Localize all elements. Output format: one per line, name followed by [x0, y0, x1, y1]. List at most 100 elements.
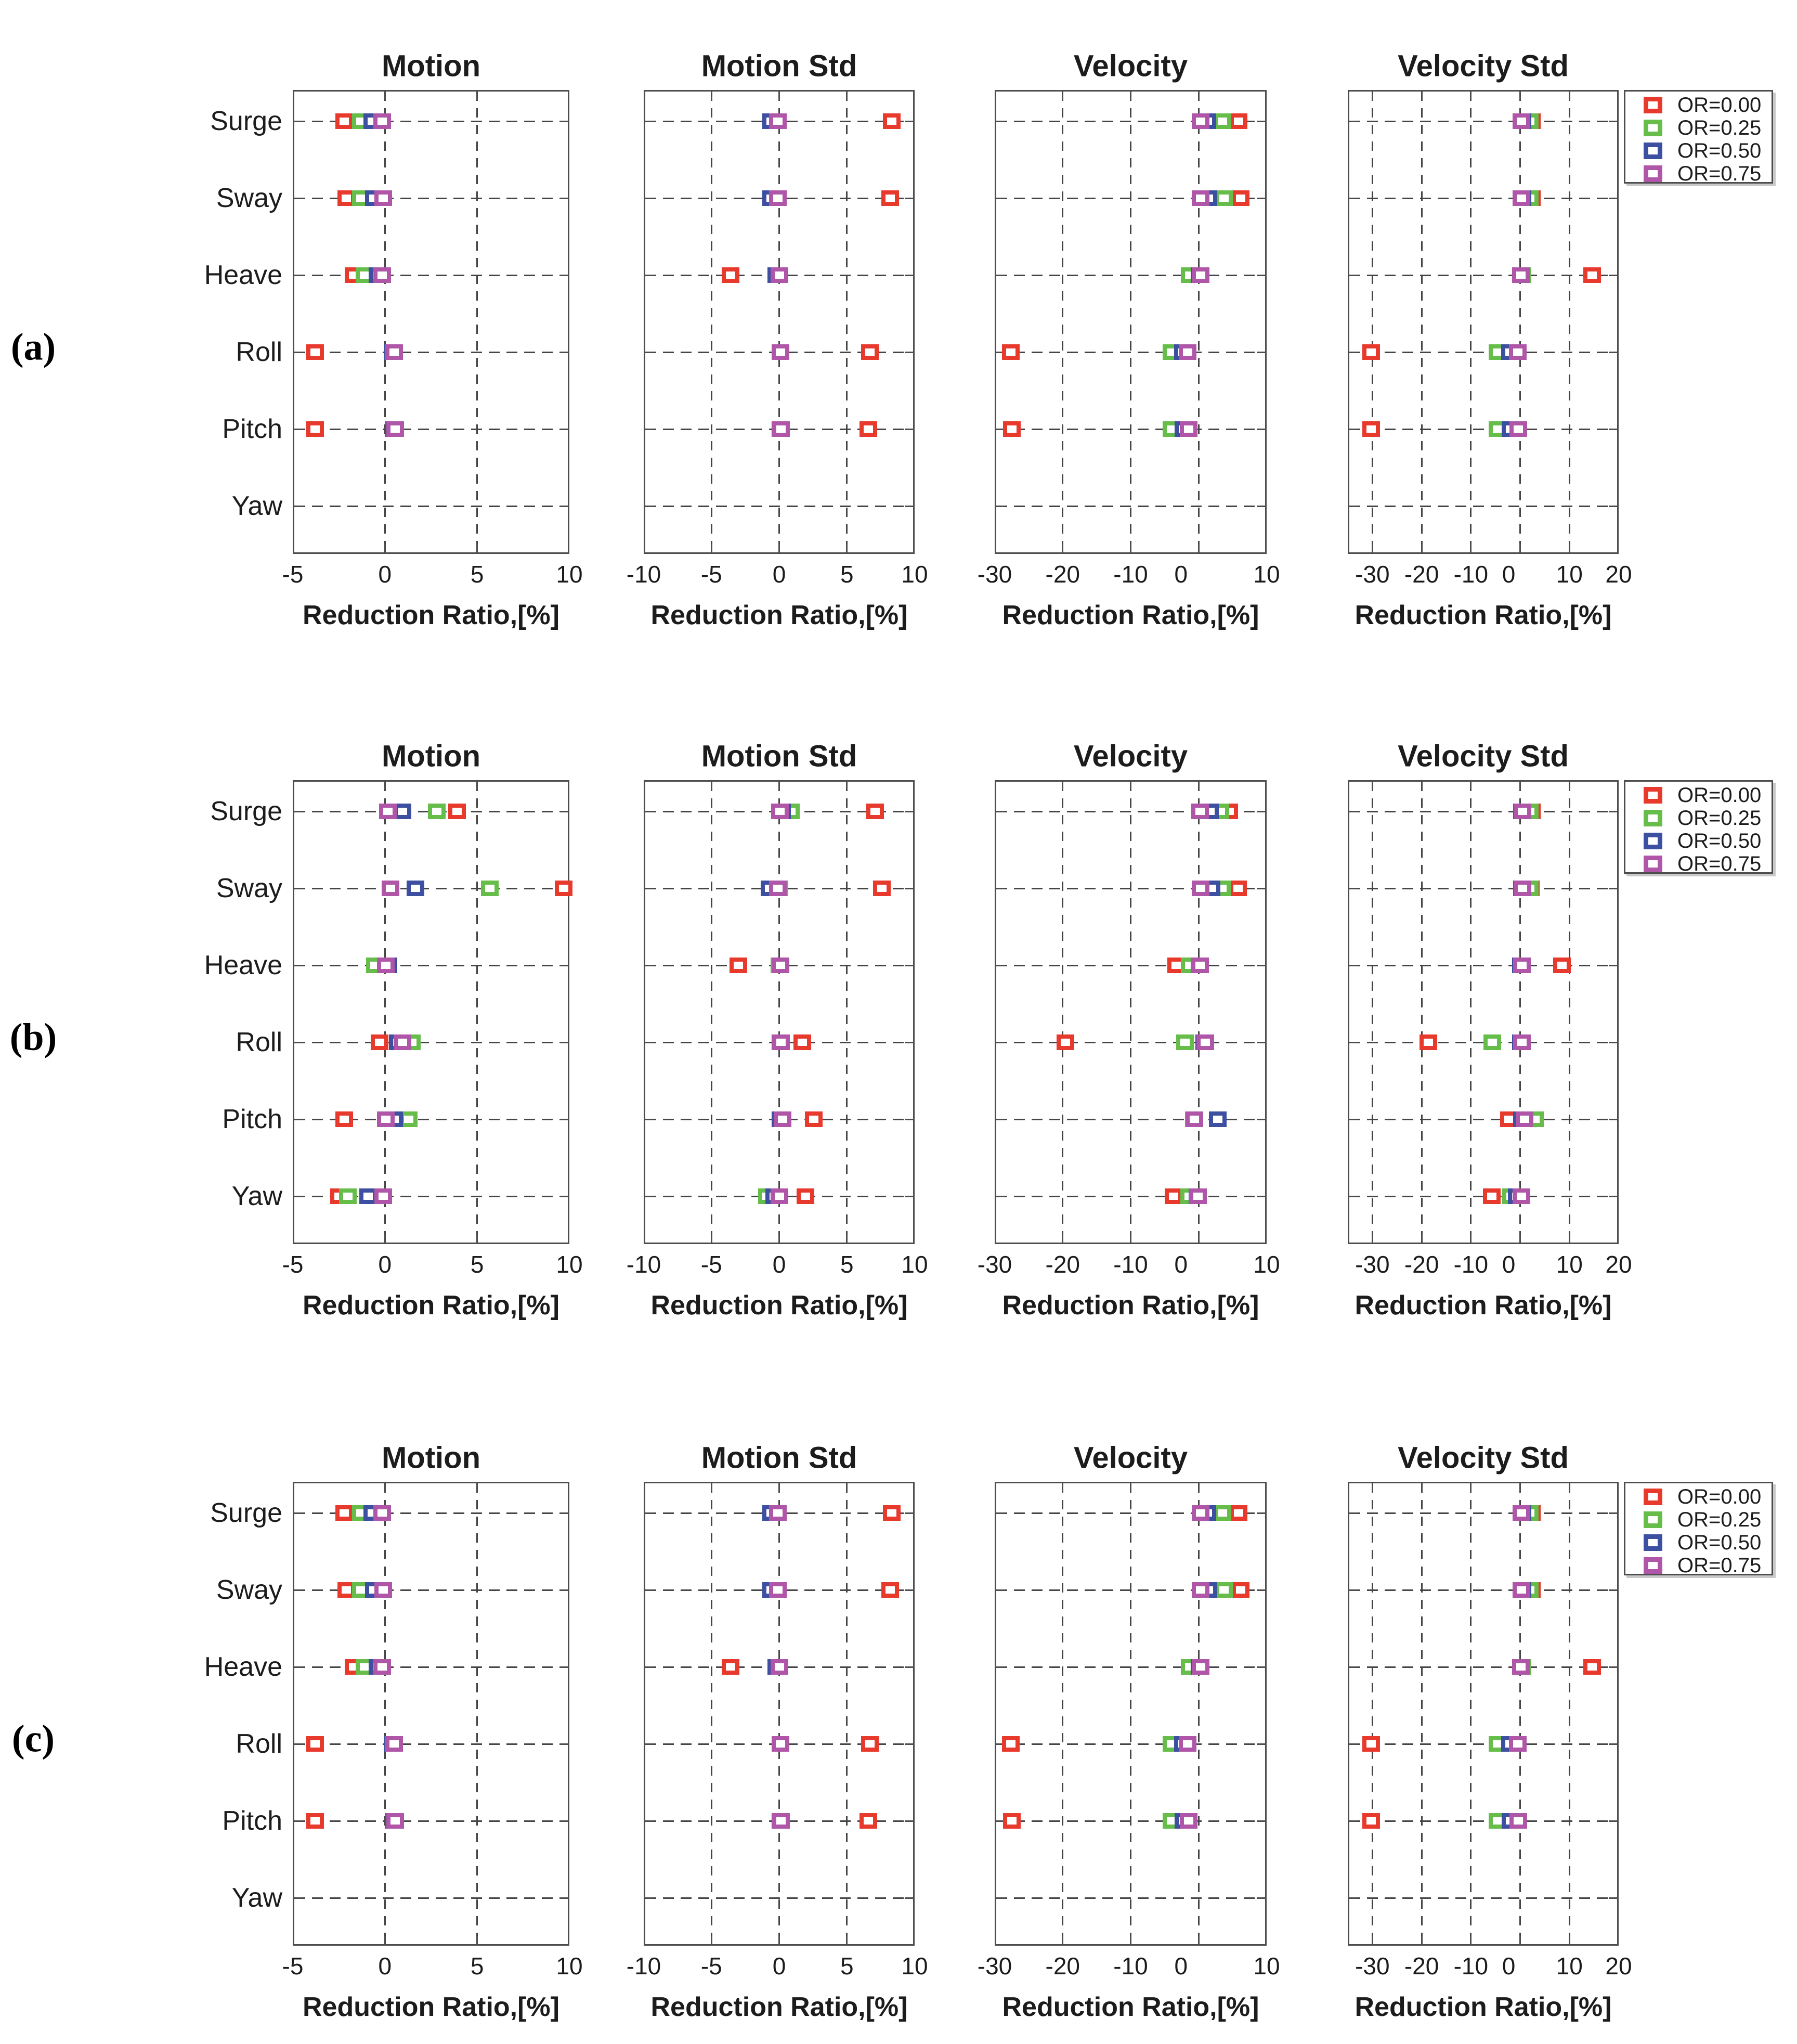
- x-tick-label: 10: [1556, 1952, 1583, 1980]
- gridline-xtick: [1519, 92, 1521, 552]
- y-tick-mark: [294, 1820, 303, 1822]
- y-tick-mark: [905, 1589, 913, 1591]
- marker-or075: [774, 1111, 791, 1127]
- marker-or000: [1482, 1188, 1501, 1204]
- gridline-category: [1349, 1589, 1617, 1591]
- marker-or050: [406, 881, 424, 896]
- legend-label: OR=0.75: [1677, 1554, 1762, 1577]
- y-tick-mark: [559, 1119, 568, 1120]
- marker-or075: [769, 1505, 787, 1521]
- y-category-label: Roll: [236, 1729, 282, 1759]
- gridline-category: [294, 1196, 568, 1197]
- gridline-category: [294, 1512, 568, 1514]
- x-tick-label: -5: [282, 561, 304, 588]
- marker-or000: [793, 1034, 811, 1050]
- marker-or075: [1191, 958, 1209, 973]
- x-tick-label: 5: [840, 561, 854, 588]
- gridline-category: [294, 506, 568, 507]
- y-category-label: Surge: [210, 1498, 282, 1528]
- y-category-label: Surge: [210, 796, 282, 826]
- marker-or000: [306, 344, 324, 360]
- marker-or000: [730, 958, 748, 973]
- gridline-xtick: [1519, 782, 1521, 1243]
- marker-or000: [882, 1505, 901, 1521]
- x-tick-mark: [1568, 1936, 1570, 1944]
- y-tick-mark: [996, 1589, 1005, 1591]
- x-tick-mark: [778, 1234, 780, 1243]
- legend-marker-or025: [1644, 1511, 1662, 1528]
- marker-or075: [381, 881, 399, 896]
- gridline-xtick: [1421, 1483, 1423, 1944]
- gridline-category: [294, 1042, 568, 1043]
- x-tick-mark: [778, 544, 780, 552]
- y-tick-mark: [294, 429, 303, 430]
- marker-or075: [1513, 1582, 1531, 1598]
- gridline-xtick: [384, 782, 386, 1243]
- x-tick-mark: [1062, 782, 1064, 790]
- plot-title-b-velocity: Velocity: [1073, 739, 1188, 773]
- legend-marker-or075: [1644, 856, 1662, 872]
- plot-area-b-velocity-std: [1348, 780, 1619, 1244]
- y-tick-mark: [1609, 1897, 1617, 1899]
- plot-area-a-motion: [293, 90, 569, 554]
- x-tick-label: 0: [772, 561, 786, 588]
- marker-or000: [873, 881, 891, 896]
- legend-marker-or075: [1644, 165, 1662, 182]
- y-tick-mark: [1257, 965, 1265, 966]
- y-category-label: Sway: [216, 1575, 282, 1605]
- marker-or075: [769, 190, 787, 206]
- x-axis-label: Reduction Ratio,[%]: [1002, 600, 1259, 630]
- marker-or000: [1229, 881, 1247, 896]
- x-tick-mark: [846, 1483, 848, 1492]
- marker-or000: [1232, 190, 1250, 206]
- y-tick-mark: [294, 121, 303, 122]
- y-tick-mark: [1609, 506, 1617, 507]
- x-tick-mark: [1470, 782, 1472, 790]
- y-tick-mark: [996, 811, 1005, 812]
- gridline-xtick: [1470, 1483, 1472, 1944]
- marker-or000: [861, 1736, 879, 1752]
- plot-title-c-motion-std: Motion Std: [701, 1441, 857, 1475]
- x-tick-label: 0: [1502, 1952, 1516, 1980]
- x-tick-mark: [846, 92, 848, 100]
- legend-box-row-a: OR=0.00 OR=0.25 OR=0.50 OR=0.75: [1624, 90, 1773, 184]
- marker-or025: [427, 804, 446, 819]
- legend-marker-or075: [1644, 1557, 1662, 1574]
- gridline-category: [294, 888, 568, 889]
- x-tick-label: -10: [1453, 1952, 1489, 1980]
- marker-or000: [1002, 1736, 1020, 1752]
- y-tick-mark: [905, 888, 913, 889]
- x-tick-label: 10: [556, 1251, 583, 1278]
- gridline-category: [1349, 965, 1617, 966]
- x-tick-mark: [710, 1234, 712, 1243]
- x-tick-label: -10: [626, 1952, 661, 1980]
- x-tick-mark: [1371, 782, 1373, 790]
- x-tick-mark: [1197, 92, 1200, 100]
- legend-label: OR=0.00: [1677, 1485, 1762, 1508]
- y-tick-mark: [294, 275, 303, 276]
- marker-or000: [1362, 1736, 1380, 1752]
- gridline-xtick: [1568, 782, 1570, 1243]
- x-tick-mark: [1568, 782, 1570, 790]
- x-tick-label: -20: [1045, 1952, 1080, 1980]
- x-tick-label: 10: [1253, 1952, 1280, 1980]
- marker-or000: [335, 1111, 354, 1127]
- x-tick-label: -20: [1404, 561, 1439, 588]
- marker-or075: [1513, 1188, 1531, 1204]
- x-tick-label: 10: [901, 561, 928, 588]
- marker-or075: [1192, 1582, 1210, 1598]
- legend-label: OR=0.75: [1677, 852, 1762, 875]
- y-tick-mark: [1609, 1196, 1617, 1197]
- y-tick-mark: [1349, 506, 1358, 507]
- marker-or075: [1192, 190, 1210, 206]
- y-tick-mark: [1257, 1196, 1265, 1197]
- x-tick-label: 20: [1605, 1251, 1632, 1278]
- x-tick-mark: [1130, 782, 1131, 790]
- x-tick-label: 0: [1502, 1251, 1516, 1278]
- legend-box-row-c: OR=0.00 OR=0.25 OR=0.50 OR=0.75: [1624, 1482, 1773, 1577]
- x-tick-label: -30: [1355, 1251, 1390, 1278]
- marker-or075: [385, 344, 403, 360]
- y-tick-mark: [1257, 1042, 1265, 1043]
- marker-or000: [881, 190, 900, 206]
